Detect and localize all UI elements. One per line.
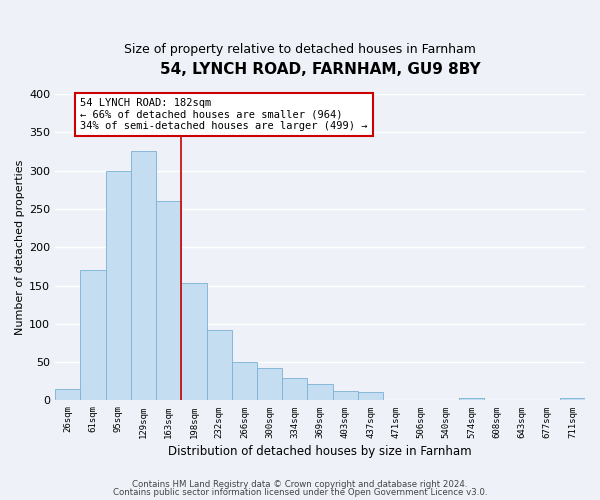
Bar <box>80 270 106 400</box>
Bar <box>156 201 181 400</box>
Text: Contains HM Land Registry data © Crown copyright and database right 2024.: Contains HM Land Registry data © Crown c… <box>132 480 468 489</box>
Bar <box>55 389 80 400</box>
Bar <box>459 398 484 400</box>
X-axis label: Distribution of detached houses by size in Farnham: Distribution of detached houses by size … <box>168 444 472 458</box>
Bar <box>106 170 131 400</box>
Y-axis label: Number of detached properties: Number of detached properties <box>15 160 25 335</box>
Text: Contains public sector information licensed under the Open Government Licence v3: Contains public sector information licen… <box>113 488 487 497</box>
Title: 54, LYNCH ROAD, FARNHAM, GU9 8BY: 54, LYNCH ROAD, FARNHAM, GU9 8BY <box>160 62 481 78</box>
Text: Size of property relative to detached houses in Farnham: Size of property relative to detached ho… <box>124 42 476 56</box>
Bar <box>232 362 257 401</box>
Bar <box>332 391 358 400</box>
Bar <box>131 152 156 400</box>
Bar <box>358 392 383 400</box>
Bar <box>560 398 585 400</box>
Bar <box>206 330 232 400</box>
Bar <box>181 283 206 401</box>
Bar <box>307 384 332 400</box>
Text: 54 LYNCH ROAD: 182sqm
← 66% of detached houses are smaller (964)
34% of semi-det: 54 LYNCH ROAD: 182sqm ← 66% of detached … <box>80 98 368 131</box>
Bar <box>257 368 282 400</box>
Bar <box>282 378 307 400</box>
